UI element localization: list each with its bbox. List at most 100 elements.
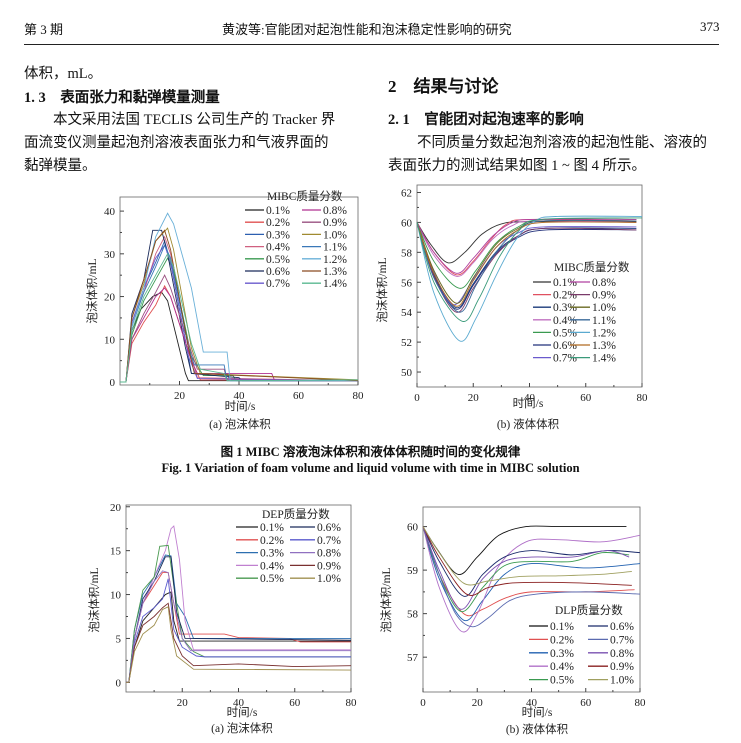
x-tick-label: 20 bbox=[174, 390, 186, 402]
legend-label: 1.2% bbox=[592, 327, 616, 339]
legend-label: 0.3% bbox=[550, 648, 574, 660]
legend-label: 0.1% bbox=[260, 522, 284, 534]
y-axis-label: 泡沫体积/mL bbox=[85, 258, 99, 323]
section-heading-2: 2 结果与讨论 bbox=[388, 72, 499, 97]
legend-label: 0.7% bbox=[610, 634, 634, 646]
x-tick-label: 60 bbox=[293, 390, 305, 402]
series-line-1.3% bbox=[120, 229, 359, 383]
legend-label: 0.3% bbox=[553, 302, 577, 314]
legend-label: 0.8% bbox=[323, 205, 347, 217]
subfigure-caption: (b) 液体体积 bbox=[497, 417, 560, 431]
series-line-1.2% bbox=[416, 215, 643, 342]
series-line-0.2% bbox=[120, 284, 359, 383]
legend-label: 0.2% bbox=[550, 634, 574, 646]
section-number: 2 bbox=[388, 77, 397, 96]
legend-label: 0.6% bbox=[317, 522, 341, 534]
x-tick-label: 40 bbox=[526, 697, 538, 709]
x-axis-label: 时间/s bbox=[513, 397, 544, 410]
legend-title: MIBC质量分数 bbox=[267, 189, 343, 203]
series-line-0.7% bbox=[422, 526, 641, 628]
legend-label: 0.2% bbox=[260, 535, 284, 547]
y-tick-label: 52 bbox=[401, 337, 412, 349]
legend-label: 0.8% bbox=[317, 548, 341, 560]
running-title: 黄波等:官能团对起泡性能和泡沫稳定性影响的研究 bbox=[222, 22, 512, 37]
paragraph-line: 不同质量分数起泡剂溶液的起泡性能、溶液的 bbox=[417, 135, 707, 151]
legend-label: 0.4% bbox=[553, 315, 577, 327]
y-tick-label: 56 bbox=[401, 277, 413, 289]
legend-label: 1.4% bbox=[323, 278, 347, 290]
x-tick-label: 60 bbox=[580, 392, 592, 404]
x-tick-label: 60 bbox=[580, 697, 592, 709]
legend-label: 0.1% bbox=[553, 277, 577, 289]
x-tick-label: 80 bbox=[637, 392, 649, 404]
subfigure-caption: (a) 泡沫体积 bbox=[209, 417, 271, 431]
legend-label: 1.2% bbox=[323, 254, 347, 266]
y-tick-label: 20 bbox=[110, 502, 122, 514]
subsection-number: 2. 1 bbox=[388, 112, 410, 128]
y-axis-label: 泡沫体积/mL bbox=[87, 567, 101, 632]
y-tick-label: 60 bbox=[407, 522, 419, 534]
y-tick-label: 58 bbox=[407, 609, 419, 621]
legend-label: 0.3% bbox=[260, 548, 284, 560]
page-number: 373 bbox=[700, 19, 720, 34]
y-tick-label: 54 bbox=[401, 307, 413, 319]
x-tick-label: 40 bbox=[233, 697, 245, 709]
legend-label: 0.5% bbox=[550, 675, 574, 687]
x-axis-label: 时间/s bbox=[522, 706, 553, 719]
y-tick-label: 5 bbox=[116, 633, 122, 645]
figure-caption-en: Fig. 1 Variation of foam volume and liqu… bbox=[161, 461, 580, 475]
issue-number: 第 3 期 bbox=[24, 22, 64, 37]
series-line-0.6% bbox=[416, 222, 637, 310]
legend-label: 0.7% bbox=[266, 278, 290, 290]
series-line-1.3% bbox=[416, 221, 637, 307]
series-line-0.8% bbox=[126, 570, 351, 683]
x-tick-label: 60 bbox=[289, 697, 301, 709]
header-rule bbox=[24, 44, 719, 45]
legend-label: 1.1% bbox=[592, 315, 616, 327]
x-tick-label: 80 bbox=[353, 390, 365, 402]
y-tick-label: 59 bbox=[407, 565, 419, 577]
x-tick-label: 0 bbox=[420, 697, 426, 709]
legend-label: 0.3% bbox=[266, 229, 290, 241]
series-line-0.9% bbox=[120, 274, 359, 383]
plot-frame bbox=[422, 506, 641, 693]
legend-label: 1.4% bbox=[592, 353, 616, 365]
chart-1: 0 20 40 60 8050525456586062MIBC质量分数0.1%0.2%0… bbox=[375, 184, 649, 431]
legend-label: 1.0% bbox=[610, 675, 634, 687]
x-tick-label: 80 bbox=[346, 697, 358, 709]
legend-label: 0.7% bbox=[317, 535, 341, 547]
legend-label: 0.6% bbox=[553, 340, 577, 352]
y-tick-label: 57 bbox=[407, 652, 419, 664]
legend-label: 0.8% bbox=[610, 648, 634, 660]
legend-label: 0.1% bbox=[550, 621, 574, 633]
figure-caption-cn: 图 1 MIBC 溶液泡沫体积和液体体积随时间的变化规律 bbox=[220, 445, 521, 459]
legend-label: 0.9% bbox=[592, 290, 616, 302]
section-heading-2-1: 2. 1 官能团对起泡速率的影响 bbox=[388, 108, 584, 129]
legend-label: 0.5% bbox=[260, 573, 284, 585]
y-tick-label: 60 bbox=[401, 217, 413, 229]
paragraph-line: 表面张力的测试结果如图 1 ~ 图 4 所示。 bbox=[388, 158, 646, 174]
chart-0: 20 40 60 80 0 10 20 30 40 MIBC质量分数 0.1%0.2%0.3%0.4… bbox=[85, 189, 364, 431]
series-line-0.9% bbox=[416, 222, 637, 313]
legend-label: 0.4% bbox=[550, 661, 574, 673]
paragraph-line: 黏弹模量。 bbox=[24, 158, 97, 174]
series-line-0.3% bbox=[422, 526, 641, 622]
x-tick-label: 80 bbox=[635, 697, 647, 709]
legend-label: 0.5% bbox=[553, 327, 577, 339]
legend-label: 0.6% bbox=[610, 621, 634, 633]
legend-title: DLP质量分数 bbox=[555, 603, 623, 617]
legend-label: 0.9% bbox=[317, 560, 341, 572]
subfigure-caption: (b) 液体体积 bbox=[506, 722, 569, 736]
legend-label: 0.5% bbox=[266, 254, 290, 266]
x-tick-label: 40 bbox=[524, 392, 536, 404]
chart-2: 20 40 60 8005101520DEP质量分数0.1%0.2%0.3%0.4%0… bbox=[87, 502, 357, 735]
section-title: 表面张力和黏弹模量测量 bbox=[60, 90, 220, 106]
legend-label: 0.4% bbox=[260, 560, 284, 572]
paragraph-line: 本文采用法国 TECLIS 公司生产的 Tracker 界 bbox=[53, 112, 336, 128]
series-line-0.5% bbox=[126, 544, 351, 683]
legend-title: MIBC质量分数 bbox=[554, 260, 630, 274]
series-line-0.4% bbox=[422, 526, 641, 633]
y-tick-label: 50 bbox=[401, 367, 413, 379]
y-tick-label: 58 bbox=[401, 247, 413, 259]
